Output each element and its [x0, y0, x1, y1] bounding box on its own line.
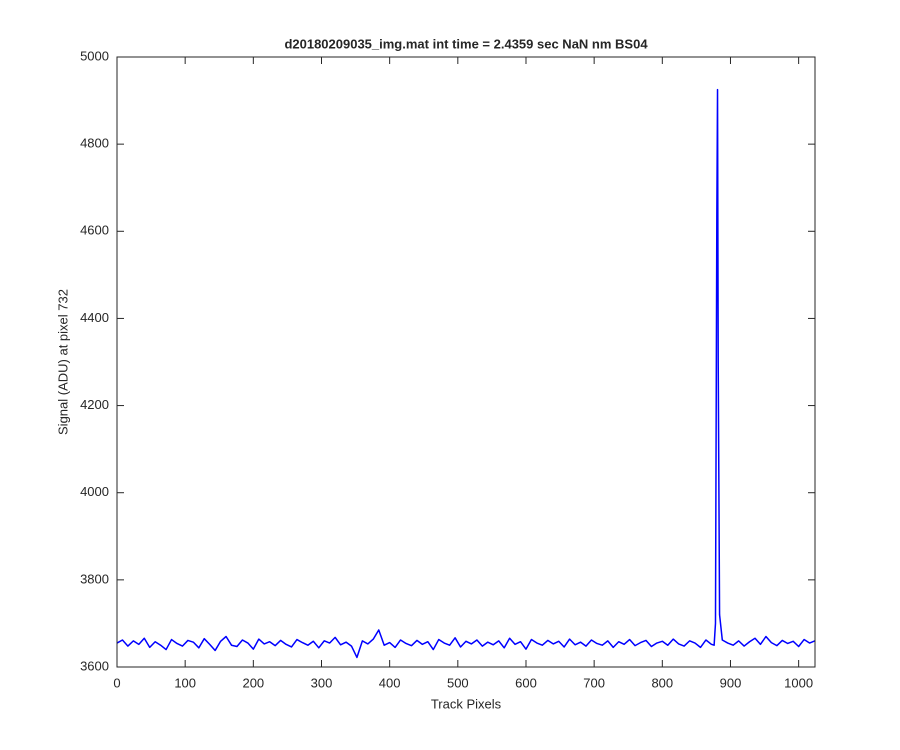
y-tick-label: 3800: [80, 571, 109, 586]
x-tick-label: 900: [720, 675, 742, 690]
x-tick-label: 800: [651, 675, 673, 690]
y-tick-label: 4200: [80, 397, 109, 412]
x-tick-label: 500: [447, 675, 469, 690]
x-axis-label: Track Pixels: [431, 696, 502, 711]
x-tick-label: 700: [583, 675, 605, 690]
chart-title: d20180209035_img.mat int time = 2.4359 s…: [284, 36, 648, 51]
plot-area: [117, 57, 815, 667]
x-tick-label: 1000: [784, 675, 813, 690]
y-tick-label: 4000: [80, 484, 109, 499]
x-tick-label: 400: [379, 675, 401, 690]
y-tick-label: 4600: [80, 223, 109, 238]
x-tick-label: 200: [242, 675, 264, 690]
y-tick-label: 3600: [80, 658, 109, 673]
x-tick-label: 0: [113, 675, 120, 690]
y-tick-label: 5000: [80, 48, 109, 63]
axes-box: [116, 56, 816, 668]
x-tick-label: 600: [515, 675, 537, 690]
x-tick-label: 300: [311, 675, 333, 690]
y-axis-label: Signal (ADU) at pixel 732: [55, 289, 70, 435]
data-line: [116, 88, 816, 659]
y-tick-label: 4400: [80, 310, 109, 325]
y-tick-label: 4800: [80, 136, 109, 151]
x-tick-label: 100: [174, 675, 196, 690]
